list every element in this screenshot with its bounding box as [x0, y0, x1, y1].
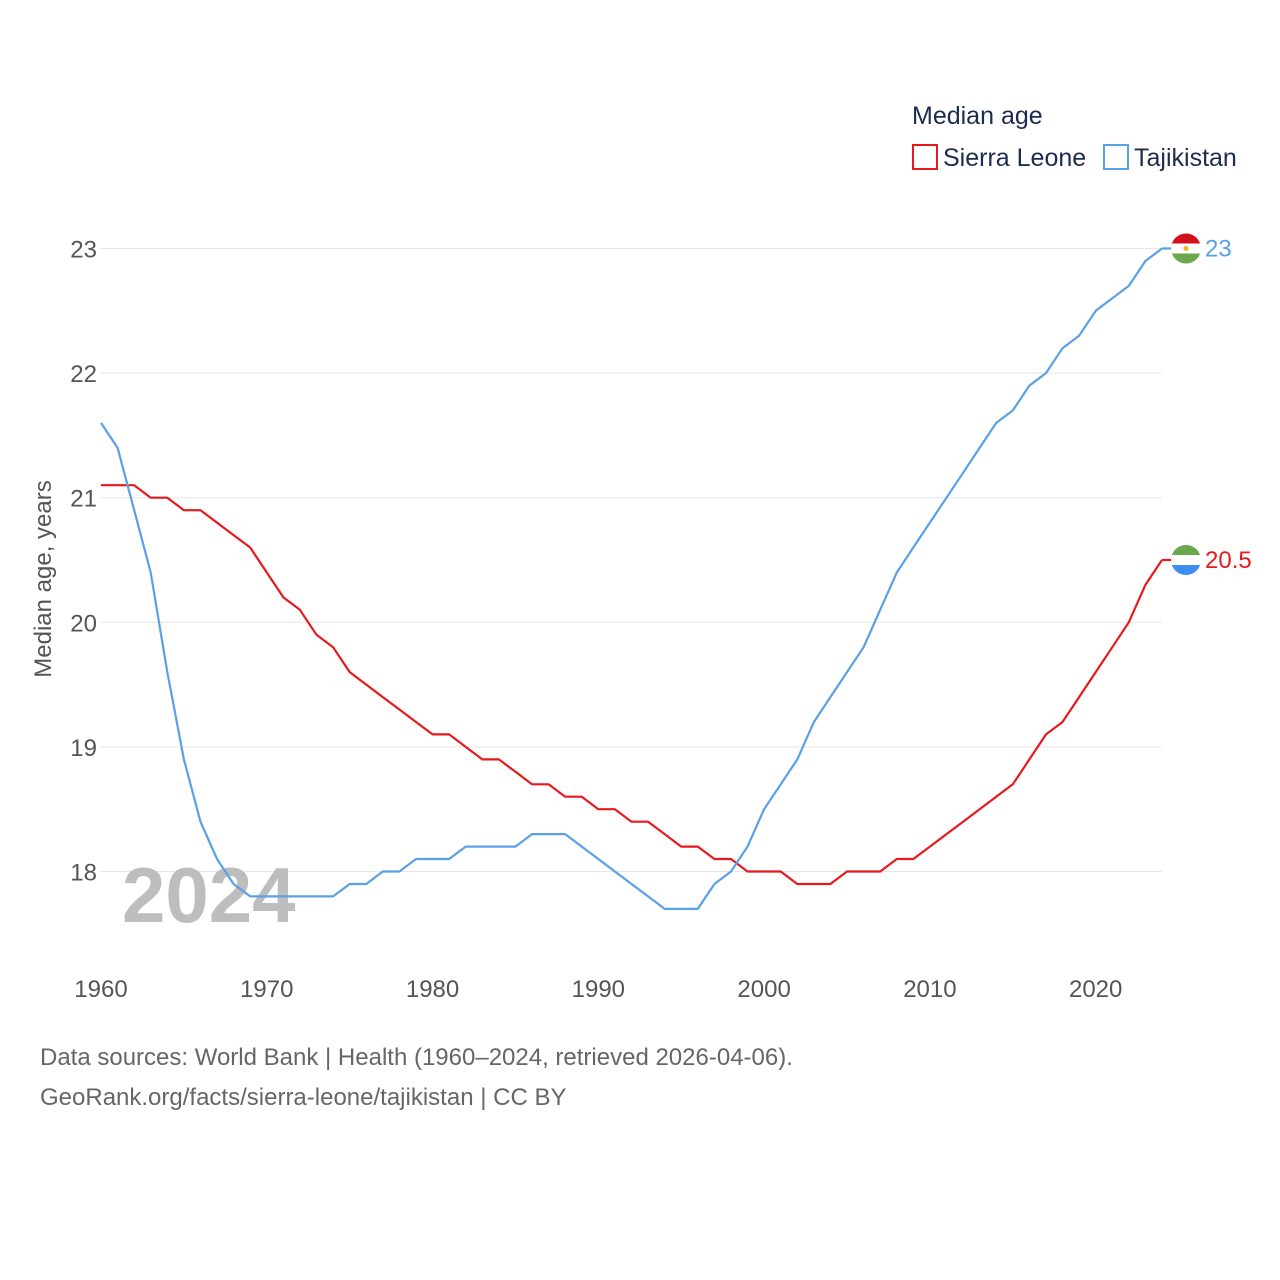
- line-chart: 18 19 20 21 22 23 1960 1970 1980 1990 2000 2010 202…: [30, 102, 1252, 1003]
- y-tick-label-19: 19: [70, 735, 97, 762]
- attribution-link[interactable]: GeoRank.org/facts/sierra-leone/tajikista…: [40, 1084, 567, 1111]
- series-lines: [100, 247, 1163, 911]
- flag-icon-sierra-leone: [1171, 545, 1201, 575]
- y-tick-label-22: 22: [70, 361, 97, 388]
- x-tick-label-1970: 1970: [240, 976, 293, 1003]
- x-tick-label-1960: 1960: [74, 976, 127, 1003]
- legend-swatch-tajikistan: [1103, 144, 1129, 170]
- x-tick-label-2020: 2020: [1069, 976, 1122, 1003]
- legend-title: Median age: [912, 102, 1043, 130]
- data-source-note: Data sources: World Bank | Health (1960–…: [40, 1044, 793, 1071]
- legend-item-tajikistan[interactable]: Tajikistan: [1103, 144, 1237, 172]
- x-tick-label-2000: 2000: [737, 976, 790, 1003]
- legend-swatch-sierra-leone: [912, 144, 938, 170]
- y-tick-label-23: 23: [70, 237, 97, 264]
- x-tick-label-1980: 1980: [406, 976, 459, 1003]
- series-end-markers: 20.5 23: [1162, 233, 1252, 575]
- series-line-sierra-leone[interactable]: [101, 484, 1163, 886]
- legend-item-sierra-leone[interactable]: Sierra Leone: [912, 144, 1086, 172]
- grid-lines: [101, 248, 1162, 872]
- series-end-label-sierra-leone: 20.5: [1205, 547, 1252, 574]
- legend: Median age Sierra Leone Tajikistan: [912, 102, 1237, 172]
- x-tick-label-2010: 2010: [903, 976, 956, 1003]
- flag-icon-tajikistan: [1171, 233, 1201, 264]
- x-axis-ticks: 1960 1970 1980 1990 2000 2010 2020: [74, 976, 1122, 1003]
- series-end-label-tajikistan: 23: [1205, 236, 1232, 263]
- series-line-tajikistan[interactable]: [100, 247, 1163, 911]
- legend-label-tajikistan: Tajikistan: [1134, 144, 1237, 172]
- y-axis-ticks: 18 19 20 21 22 23: [70, 237, 97, 887]
- year-watermark: 2024: [122, 851, 296, 939]
- y-axis-title: Median age, years: [30, 480, 57, 677]
- y-tick-label-21: 21: [70, 486, 97, 513]
- y-tick-label-20: 20: [70, 610, 97, 637]
- y-tick-label-18: 18: [70, 860, 97, 887]
- x-tick-label-1990: 1990: [572, 976, 625, 1003]
- legend-label-sierra-leone: Sierra Leone: [943, 144, 1086, 172]
